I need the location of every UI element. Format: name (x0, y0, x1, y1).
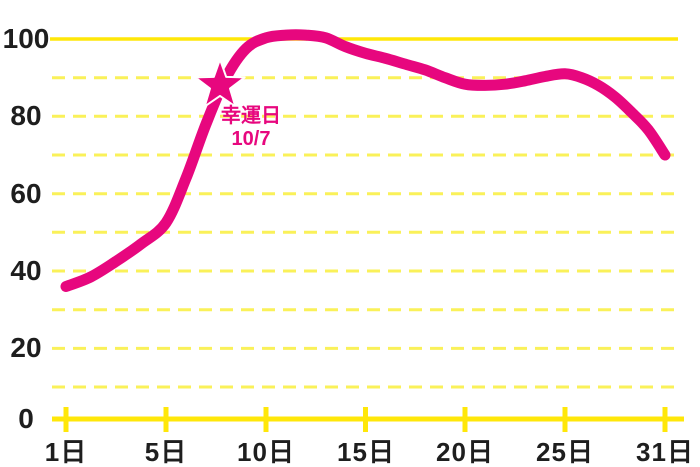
lucky-day-date: 10/7 (231, 128, 271, 150)
y-axis-label: 100 (2, 23, 50, 54)
lucky-day-star-icon (194, 58, 246, 108)
y-axis-label: 0 (18, 403, 34, 434)
fortune-curve (60, 29, 671, 292)
lucky-day-annotation: 幸運日 10/7 (190, 105, 312, 151)
x-axis-label: 15日 (337, 437, 395, 467)
y-axis-label: 80 (10, 100, 42, 131)
x-axis-label: 20日 (436, 437, 494, 467)
x-axis-label: 31日 (636, 437, 694, 467)
lucky-day-label: 幸運日 (221, 105, 281, 127)
x-axis-label: 5日 (144, 437, 188, 467)
x-axis-label: 25日 (536, 437, 594, 467)
y-axis-label: 60 (10, 178, 42, 209)
x-axis-label: 1日 (44, 437, 88, 467)
y-axis-label: 20 (10, 332, 42, 363)
x-axis-label: 10日 (237, 437, 295, 467)
y-axis-label: 40 (10, 255, 42, 286)
